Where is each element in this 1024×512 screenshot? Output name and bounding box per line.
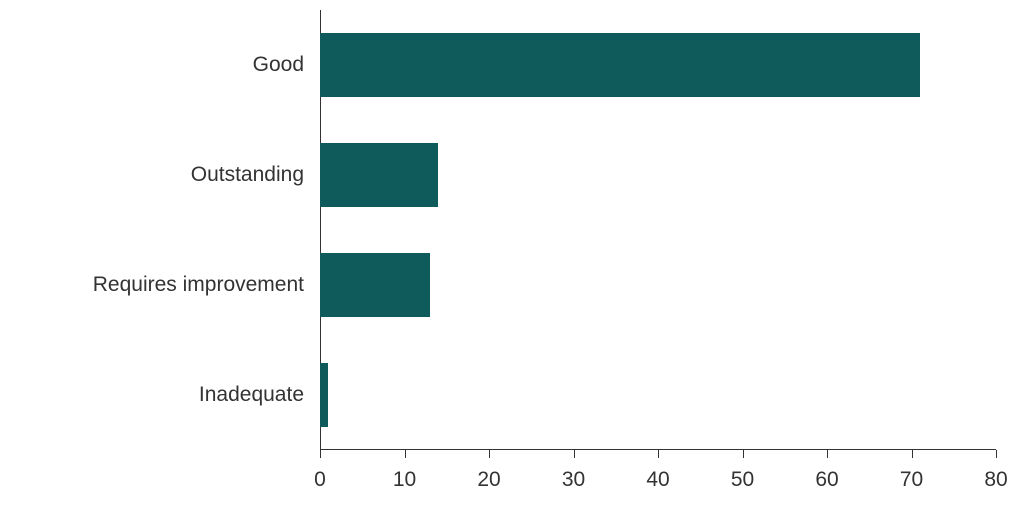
y-axis-label: Requires improvement xyxy=(93,273,304,297)
ratings-bar-chart: Good Outstanding Requires improvement Inade… xyxy=(0,0,1024,512)
x-tick-label: 10 xyxy=(393,468,416,492)
y-axis-label: Outstanding xyxy=(191,163,304,187)
x-tick xyxy=(912,450,913,458)
x-tick xyxy=(405,450,406,458)
x-tick xyxy=(320,450,321,458)
x-tick xyxy=(489,450,490,458)
bar xyxy=(320,253,430,317)
x-tick-label: 40 xyxy=(646,468,669,492)
x-tick xyxy=(658,450,659,458)
x-tick xyxy=(574,450,575,458)
x-tick-label: 30 xyxy=(562,468,585,492)
x-tick-label: 50 xyxy=(731,468,754,492)
x-tick xyxy=(996,450,997,458)
x-tick-label: 0 xyxy=(314,468,326,492)
bar xyxy=(320,143,438,207)
plot-area xyxy=(320,10,996,450)
x-tick-label: 20 xyxy=(477,468,500,492)
x-tick-label: 60 xyxy=(815,468,838,492)
bar xyxy=(320,33,920,97)
y-axis-label: Good xyxy=(253,53,304,77)
x-tick xyxy=(743,450,744,458)
x-tick xyxy=(827,450,828,458)
y-axis-label: Inadequate xyxy=(199,383,304,407)
x-tick-label: 80 xyxy=(984,468,1007,492)
x-tick-label: 70 xyxy=(900,468,923,492)
bar xyxy=(320,363,328,427)
